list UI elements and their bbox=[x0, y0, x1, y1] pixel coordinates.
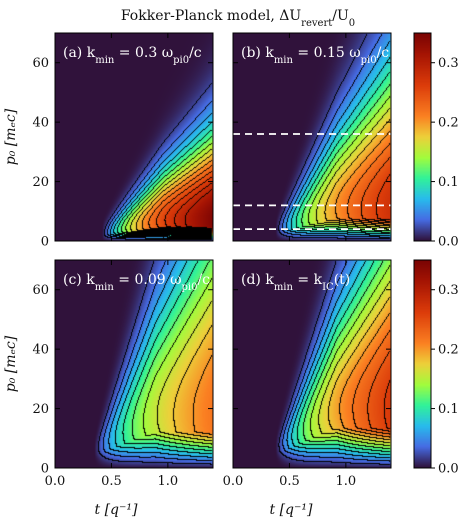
figure-title: Fokker-Planck model, ΔUrevert/U0 bbox=[121, 8, 355, 29]
panel-label-d: (d) kmin = kIC(t) bbox=[241, 272, 350, 293]
colorbar-tick-label: 0.0 bbox=[438, 235, 459, 250]
x-tick-label: 0.5 bbox=[279, 474, 300, 489]
x-tick-label: 1.0 bbox=[158, 474, 179, 489]
panel-c: 0.0 0.5 1.0 0 20 40 60 (c) kmin = 0.09 ωpi0/c bbox=[32, 259, 214, 489]
x-tick-label: 0.0 bbox=[223, 474, 244, 489]
y-tick-label: 0 bbox=[41, 462, 49, 477]
colorbar-tick-label: 0.1 bbox=[438, 402, 459, 417]
panel-b: (b) kmin = 0.15 ωpi0/c bbox=[232, 32, 392, 242]
x-tick-label: 1.0 bbox=[336, 474, 357, 489]
y-axis-label-top: p₀ [mₑc] bbox=[3, 108, 19, 165]
heatmap-c bbox=[55, 260, 213, 468]
y-tick-label: 0 bbox=[41, 235, 49, 250]
colorbar-tick-label: 0.3 bbox=[438, 56, 459, 71]
y-tick-label: 40 bbox=[32, 343, 49, 358]
heatmap-a bbox=[55, 33, 213, 241]
y-tick-label: 60 bbox=[32, 283, 49, 298]
colorbar-top: 0.0 0.1 0.2 0.3 bbox=[413, 32, 459, 250]
y-tick-label: 20 bbox=[32, 175, 49, 190]
colorbar-bottom: 0.0 0.1 0.2 0.3 bbox=[413, 259, 459, 477]
x-axis-label-left: t [q⁻¹] bbox=[95, 502, 139, 518]
x-tick-label: 0.0 bbox=[45, 474, 66, 489]
colorbar-tick-label: 0.1 bbox=[438, 175, 459, 190]
x-tick-label: 0.5 bbox=[101, 474, 122, 489]
heatmap-d bbox=[233, 260, 391, 468]
heatmap-b bbox=[233, 33, 391, 241]
colorbar-tick-label: 0.0 bbox=[438, 462, 459, 477]
y-tick-label: 40 bbox=[32, 116, 49, 131]
panel-a: 0 20 40 60 (a) kmin = 0.3 ωpi0/c bbox=[32, 32, 214, 250]
panel-label-b: (b) kmin = 0.15 ωpi0/c bbox=[241, 45, 389, 66]
y-axis-label-bottom: p₀ [mₑc] bbox=[3, 335, 19, 392]
y-tick-label: 20 bbox=[32, 402, 49, 417]
panel-label-c: (c) kmin = 0.09 ωpi0/c bbox=[63, 272, 210, 293]
panel-label-a: (a) kmin = 0.3 ωpi0/c bbox=[63, 45, 202, 66]
colorbar-tick-label: 0.2 bbox=[438, 343, 459, 358]
colorbar-tick-label: 0.2 bbox=[438, 116, 459, 131]
x-axis-label-right: t [q⁻¹] bbox=[270, 502, 314, 518]
y-tick-label: 60 bbox=[32, 56, 49, 71]
colorbar-tick-label: 0.3 bbox=[438, 283, 459, 298]
panel-d: 0.0 0.5 1.0 (d) kmin = kIC(t) bbox=[223, 259, 392, 489]
